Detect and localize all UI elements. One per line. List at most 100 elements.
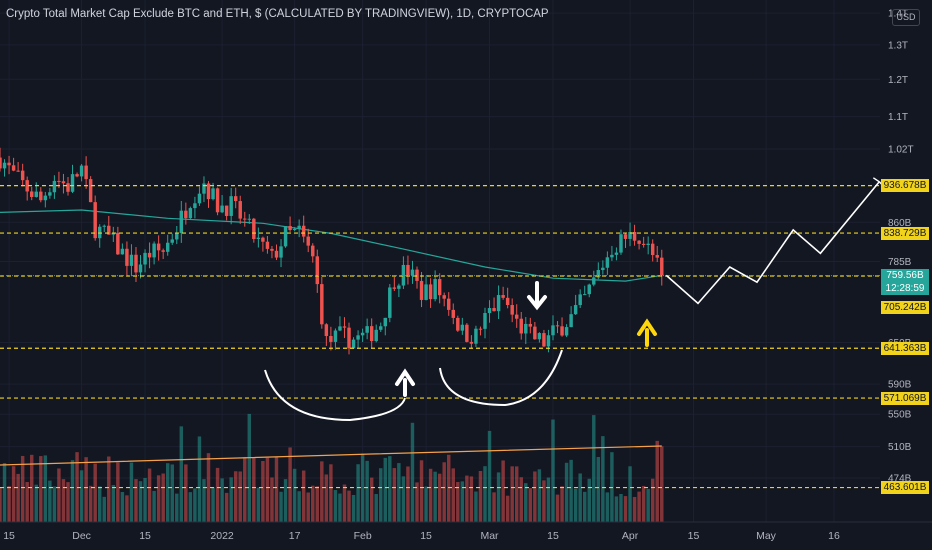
volume-bar-38 — [170, 464, 174, 522]
volume-bar-81 — [365, 460, 369, 522]
candle-body-141 — [637, 240, 641, 244]
candle-body-73 — [329, 335, 333, 342]
volume-bar-80 — [360, 453, 365, 522]
candle-body-127 — [573, 305, 578, 315]
candle-body-131 — [592, 277, 596, 285]
volume-bar-99 — [447, 454, 451, 522]
level-badge-1[interactable]: 838.729B — [881, 226, 929, 240]
volume-bar-104 — [469, 476, 474, 522]
y-tick-label-1: 1.3T — [888, 40, 908, 51]
candle-body-40 — [179, 210, 184, 234]
candle-body-98 — [442, 295, 446, 299]
x-tick-label-10: 15 — [688, 530, 700, 542]
volume-bar-41 — [184, 464, 188, 522]
candle-body-42 — [188, 208, 193, 219]
volume-bar-14 — [61, 479, 66, 522]
volume-bar-98 — [442, 462, 446, 522]
price-axis[interactable]: 1.4T1.3T1.2T1.1T1.02T860B785B650B590B550… — [888, 9, 914, 485]
candle-body-1 — [2, 162, 7, 169]
candle-body-19 — [84, 165, 88, 180]
y-tick-label-6: 785B — [888, 257, 912, 268]
x-tick-label-0: 15 — [3, 530, 15, 542]
volume-bar-96 — [433, 471, 437, 522]
price-badge-secondary[interactable]: 705.242B — [881, 300, 929, 314]
volume-bar-83 — [374, 494, 378, 522]
volume-bar-74 — [333, 490, 338, 522]
candle-body-5 — [20, 170, 25, 181]
candle-body-102 — [460, 324, 465, 331]
level-badge-0[interactable]: 936.678B — [881, 179, 929, 193]
candle-body-105 — [474, 328, 478, 344]
candle-body-77 — [347, 327, 351, 349]
candle-body-128 — [578, 294, 582, 306]
volume-bar-9 — [39, 456, 43, 522]
level-badge-5[interactable]: 463.601B — [881, 481, 929, 495]
time-axis[interactable]: 15 Dec 15 2022 17 Feb 15 Mar 15 Apr 15 May 16 — [0, 521, 932, 542]
candle-body-126 — [569, 314, 573, 328]
current-price-badge[interactable]: 759.56B — [881, 269, 929, 283]
currency-button[interactable]: USD — [892, 9, 920, 26]
volume-bar-55 — [247, 413, 252, 522]
volume-bar-73 — [329, 464, 333, 522]
volume-bar-31 — [138, 481, 143, 522]
candle-body-136 — [614, 252, 619, 255]
candle-body-129 — [582, 294, 587, 296]
candle-body-123 — [555, 325, 560, 327]
volume-bar-69 — [311, 485, 315, 522]
candle-body-91 — [410, 269, 415, 276]
volume-bar-79 — [356, 464, 360, 522]
volume-bar-144 — [650, 478, 655, 522]
x-tick-label-8: 15 — [547, 530, 559, 542]
candle-body-146 — [660, 257, 664, 276]
candle-body-13 — [57, 180, 61, 182]
candle-body-116 — [524, 323, 528, 334]
candle-body-89 — [401, 264, 406, 286]
candle-body-144 — [650, 243, 655, 256]
y-tick-label-9: 550B — [888, 410, 912, 421]
x-tick-label-4: 17 — [289, 530, 301, 542]
volume-bar-77 — [347, 490, 351, 522]
volume-bar-52 — [233, 471, 238, 522]
volume-bar-87 — [392, 468, 397, 522]
volume-bar-21 — [93, 463, 97, 522]
candle-body-33 — [147, 252, 152, 258]
level-badge-3[interactable]: 641.363B — [881, 341, 929, 355]
candle-body-35 — [156, 243, 161, 251]
candle-body-103 — [465, 324, 469, 342]
volume-bar-72 — [324, 474, 329, 522]
candle-body-49 — [220, 205, 224, 213]
cup-arc-right — [439, 349, 563, 407]
volume-bar-117 — [528, 488, 533, 522]
candle-body-38 — [170, 239, 174, 243]
candle-body-112 — [505, 297, 510, 306]
y-tick-label-4: 1.02T — [888, 145, 914, 156]
volume-bar-120 — [542, 480, 546, 522]
candle-body-58 — [261, 237, 265, 242]
x-tick-label-11: May — [756, 530, 777, 542]
volume-bar-89 — [401, 476, 406, 522]
candle-body-51 — [229, 196, 233, 216]
candle-body-53 — [238, 201, 242, 219]
candle-body-62 — [279, 246, 283, 258]
candle-body-83 — [374, 329, 378, 342]
volume-bar-54 — [243, 457, 247, 522]
volume-bar-10 — [43, 455, 48, 522]
candle-body-21 — [93, 202, 97, 239]
level-badge-4[interactable]: 571.069B — [881, 391, 929, 405]
volume-bar-110 — [496, 472, 501, 522]
candle-body-3 — [11, 165, 16, 171]
candle-body-8 — [34, 191, 38, 197]
volume-bar-130 — [587, 478, 591, 522]
volume-bar-116 — [524, 483, 528, 522]
volume-bar-95 — [428, 468, 433, 522]
candle-body-142 — [641, 243, 646, 245]
candle-body-14 — [61, 181, 66, 184]
candle-body-120 — [542, 333, 546, 347]
volume-bar-97 — [437, 473, 442, 522]
candle-body-54 — [243, 218, 247, 220]
volume-bar-58 — [261, 460, 265, 522]
candle-body-143 — [646, 243, 650, 245]
candle-body-22 — [97, 226, 102, 239]
volume-bar-142 — [641, 485, 646, 522]
